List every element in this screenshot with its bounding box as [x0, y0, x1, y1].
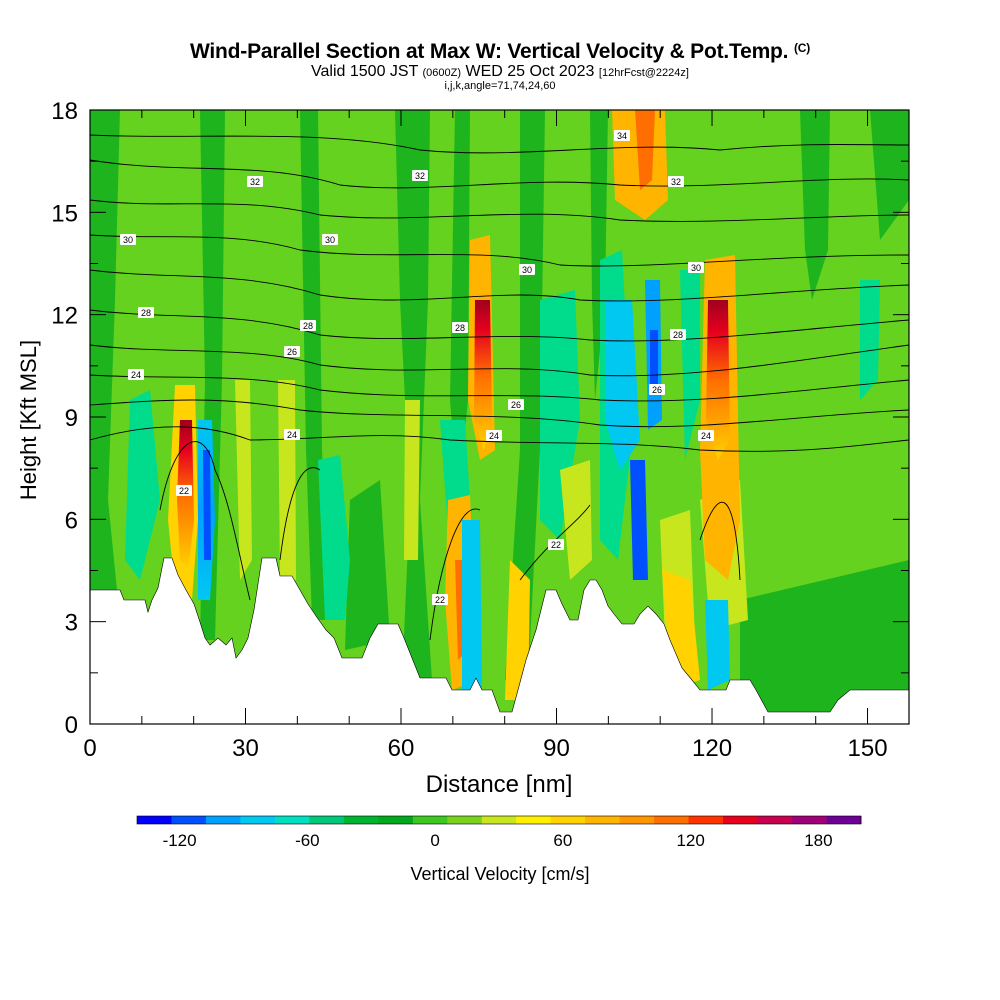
theta-label-text: 22: [179, 486, 189, 496]
chart-indices: i,j,k,angle=71,74,24,60: [444, 80, 556, 92]
theta-label: 34: [614, 130, 630, 141]
theta-label: 28: [670, 329, 686, 340]
theta-label: 32: [668, 176, 684, 187]
colorbar: -120 -60 0 60 120 180: [136, 815, 862, 850]
theta-label-text: 28: [673, 330, 683, 340]
theta-label: 30: [688, 262, 704, 273]
chart-title-block: Wind-Parallel Section at Max W: Vertical…: [0, 36, 1000, 92]
theta-label-text: 24: [489, 431, 499, 441]
colorbar-segment: [481, 816, 517, 824]
x-tick-label: 120: [692, 735, 732, 762]
theta-label-text: 28: [303, 321, 313, 331]
theta-label-text: 28: [141, 308, 151, 318]
y-axis-label: Height [Kft MSL]: [16, 340, 41, 500]
theta-label-text: 22: [551, 540, 561, 550]
y-tick-label: 12: [51, 303, 78, 330]
theta-label: 24: [698, 430, 714, 441]
theta-label: 22: [548, 539, 564, 550]
colorbar-segment: [792, 816, 828, 824]
colorbar-segment: [619, 816, 655, 824]
colorbar-segment: [654, 816, 690, 824]
theta-label: 22: [432, 594, 448, 605]
colorbar-segment: [171, 816, 207, 824]
colorbar-segment: [447, 816, 483, 824]
colorbar-segment: [585, 816, 621, 824]
theta-label: 32: [412, 170, 428, 181]
theta-label-text: 30: [691, 263, 701, 273]
y-tick-label: 15: [51, 200, 78, 227]
theta-label-text: 24: [287, 430, 297, 440]
colorbar-tick-label: -120: [163, 831, 197, 850]
theta-label: 32: [247, 176, 263, 187]
theta-label-text: 32: [671, 177, 681, 187]
theta-label: 22: [176, 485, 192, 496]
theta-label: 26: [508, 399, 524, 410]
terrain-mask: [89, 557, 910, 725]
theta-label: 30: [120, 234, 136, 245]
theta-label: 24: [128, 369, 144, 380]
colorbar-segment: [688, 816, 724, 824]
theta-isolines: [90, 134, 909, 641]
theta-label: 24: [284, 429, 300, 440]
theta-label: 28: [300, 320, 316, 331]
x-tick-label: 0: [83, 735, 96, 762]
colorbar-label: Vertical Velocity [cm/s]: [410, 864, 589, 884]
theta-labels: 32 32 32 34 30 30 30 30 28 28 28 28 26 26 26 24 24 24 24 22…: [120, 130, 714, 605]
y-tick-label: 3: [65, 610, 78, 637]
x-tick-label: 30: [232, 735, 259, 762]
chart-subtitle: Valid 1500 JST (0600Z) WED 25 Oct 2023 […: [311, 63, 689, 80]
theta-label-text: 26: [652, 385, 662, 395]
colorbar-segment: [550, 816, 586, 824]
y-tick-label: 0: [65, 712, 78, 739]
theta-label-text: 30: [522, 265, 532, 275]
theta-label-text: 22: [435, 595, 445, 605]
theta-label: 30: [519, 264, 535, 275]
colorbar-tick-label: 120: [676, 831, 704, 850]
colorbar-segment: [137, 816, 172, 824]
theta-label-text: 30: [325, 235, 335, 245]
colorbar-segment: [516, 816, 552, 824]
colorbar-tick-label: 0: [430, 831, 439, 850]
colorbar-segment: [343, 816, 379, 824]
theta-label-text: 24: [701, 431, 711, 441]
colorbar-segment: [309, 816, 345, 824]
theta-label-text: 26: [511, 400, 521, 410]
colorbar-segment: [826, 816, 862, 824]
colorbar-frame: [136, 815, 862, 825]
colorbar-tick-label: 60: [553, 831, 572, 850]
colorbar-segment: [757, 816, 793, 824]
colorbar-tick-label: -60: [295, 831, 320, 850]
theta-label: 28: [138, 307, 154, 318]
x-tick-label: 60: [388, 735, 415, 762]
colorbar-segment: [412, 816, 448, 824]
theta-label-text: 32: [250, 177, 260, 187]
theta-label: 30: [322, 234, 338, 245]
colorbar-tick-label: 180: [804, 831, 832, 850]
theta-label: 28: [452, 322, 468, 333]
chart-title: Wind-Parallel Section at Max W: Vertical…: [189, 40, 811, 63]
theta-label-text: 26: [287, 347, 297, 357]
theta-label-text: 30: [123, 235, 133, 245]
colorbar-segment: [378, 816, 414, 824]
theta-label: 26: [284, 346, 300, 357]
y-tick-label: 9: [65, 405, 78, 432]
theta-label-text: 32: [415, 171, 425, 181]
x-axis-label: Distance [nm]: [426, 771, 573, 798]
colorbar-segment: [274, 816, 310, 824]
y-tick-label: 6: [65, 507, 78, 534]
colorbar-segment: [723, 816, 759, 824]
axis-ticks: 0 3 6 9 12 15 18 0 30 60 90 120 150: [51, 98, 909, 762]
y-tick-label: 18: [51, 98, 78, 125]
theta-label-text: 34: [617, 131, 627, 141]
theta-label-text: 28: [455, 323, 465, 333]
theta-label: 24: [486, 430, 502, 441]
colorbar-segment: [205, 816, 241, 824]
x-tick-label: 90: [543, 735, 570, 762]
theta-label-text: 24: [131, 370, 141, 380]
colorbar-segment: [240, 816, 276, 824]
theta-label: 26: [649, 384, 665, 395]
x-tick-label: 150: [848, 735, 888, 762]
